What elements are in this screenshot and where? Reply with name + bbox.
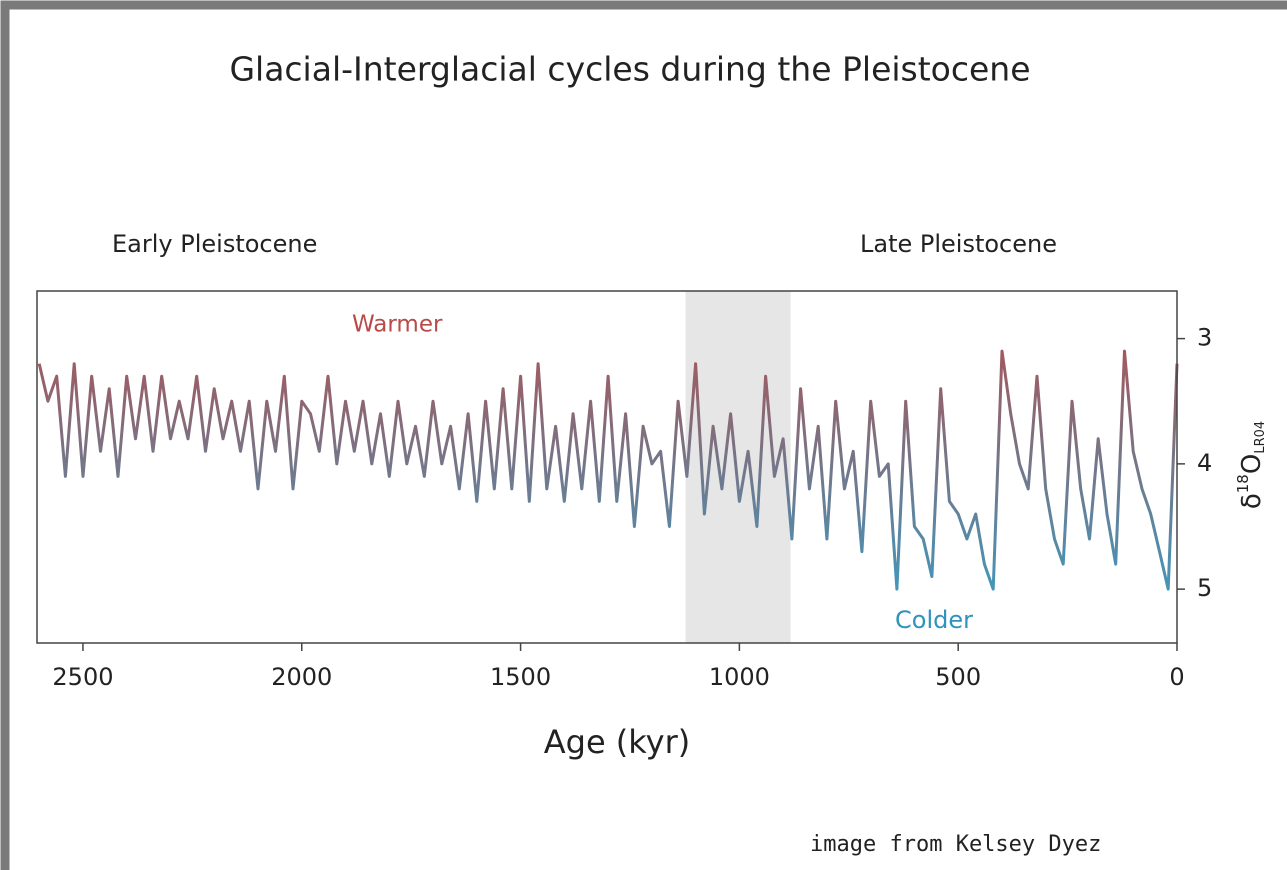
x-tick-label: 1000 — [709, 663, 770, 691]
annotation: Late Pleistocene — [860, 230, 1057, 258]
y-tick-label: 3 — [1197, 324, 1212, 352]
y-axis-label: δ18OLR04 — [1234, 421, 1268, 509]
data-line — [37, 349, 1179, 591]
y-label-part: LR04 — [1253, 421, 1268, 454]
annotation: Warmer — [352, 312, 443, 338]
y-tick-label: 5 — [1197, 574, 1212, 602]
annotation: Colder — [895, 606, 973, 634]
y-tick-label: 4 — [1197, 449, 1212, 477]
plot-frame — [36, 290, 1178, 644]
chart-title: Glacial-Interglacial cycles during the P… — [229, 50, 1030, 89]
y-label-part: O — [1237, 454, 1267, 474]
credit: image from Kelsey Dyez — [810, 832, 1101, 857]
x-axis-label: Age (kyr) — [544, 723, 691, 761]
x-tick-label: 0 — [1169, 663, 1184, 691]
annotation: Early Pleistocene — [112, 230, 317, 258]
x-tick-label: 1500 — [490, 663, 551, 691]
x-tick-label: 2000 — [271, 663, 332, 691]
y-label-part: 18 — [1234, 474, 1252, 493]
x-tick-label: 500 — [935, 663, 981, 691]
y-label-part: δ — [1237, 493, 1267, 509]
x-tick-label: 2500 — [52, 663, 113, 691]
